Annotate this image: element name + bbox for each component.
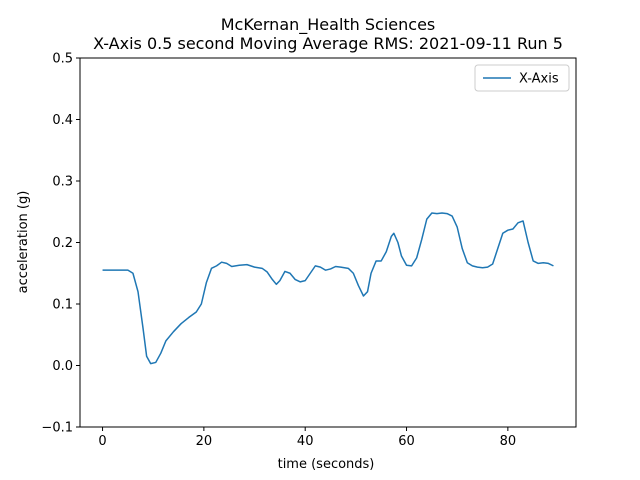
plot-frame [79,57,577,428]
y-tick-label: 0.5 [52,52,73,67]
x-axis-label: time (seconds) [278,457,375,472]
y-tick-label: 0.0 [52,359,73,374]
x-tick-label: 80 [500,434,517,449]
chart-subtitle: X-Axis 0.5 second Moving Average RMS: 20… [93,34,563,53]
legend-box [474,64,570,92]
x-tick-label: 0 [98,434,106,449]
y-tick-label: 0.2 [52,236,73,251]
data-line [102,212,554,365]
y-tick-label: 0.3 [52,175,73,190]
legend-label: X-Axis [519,72,559,87]
y-axis-label: acceleration (g) [16,191,31,294]
x-tick-label: 20 [196,434,213,449]
x-tick-label: 60 [398,434,415,449]
y-tick-label: 0.1 [52,298,73,313]
y-tick-label: −0.1 [41,421,73,436]
chart-title: McKernan_Health Sciences [221,15,436,35]
y-tick-label: 0.4 [52,113,73,128]
x-tick-label: 40 [297,434,314,449]
